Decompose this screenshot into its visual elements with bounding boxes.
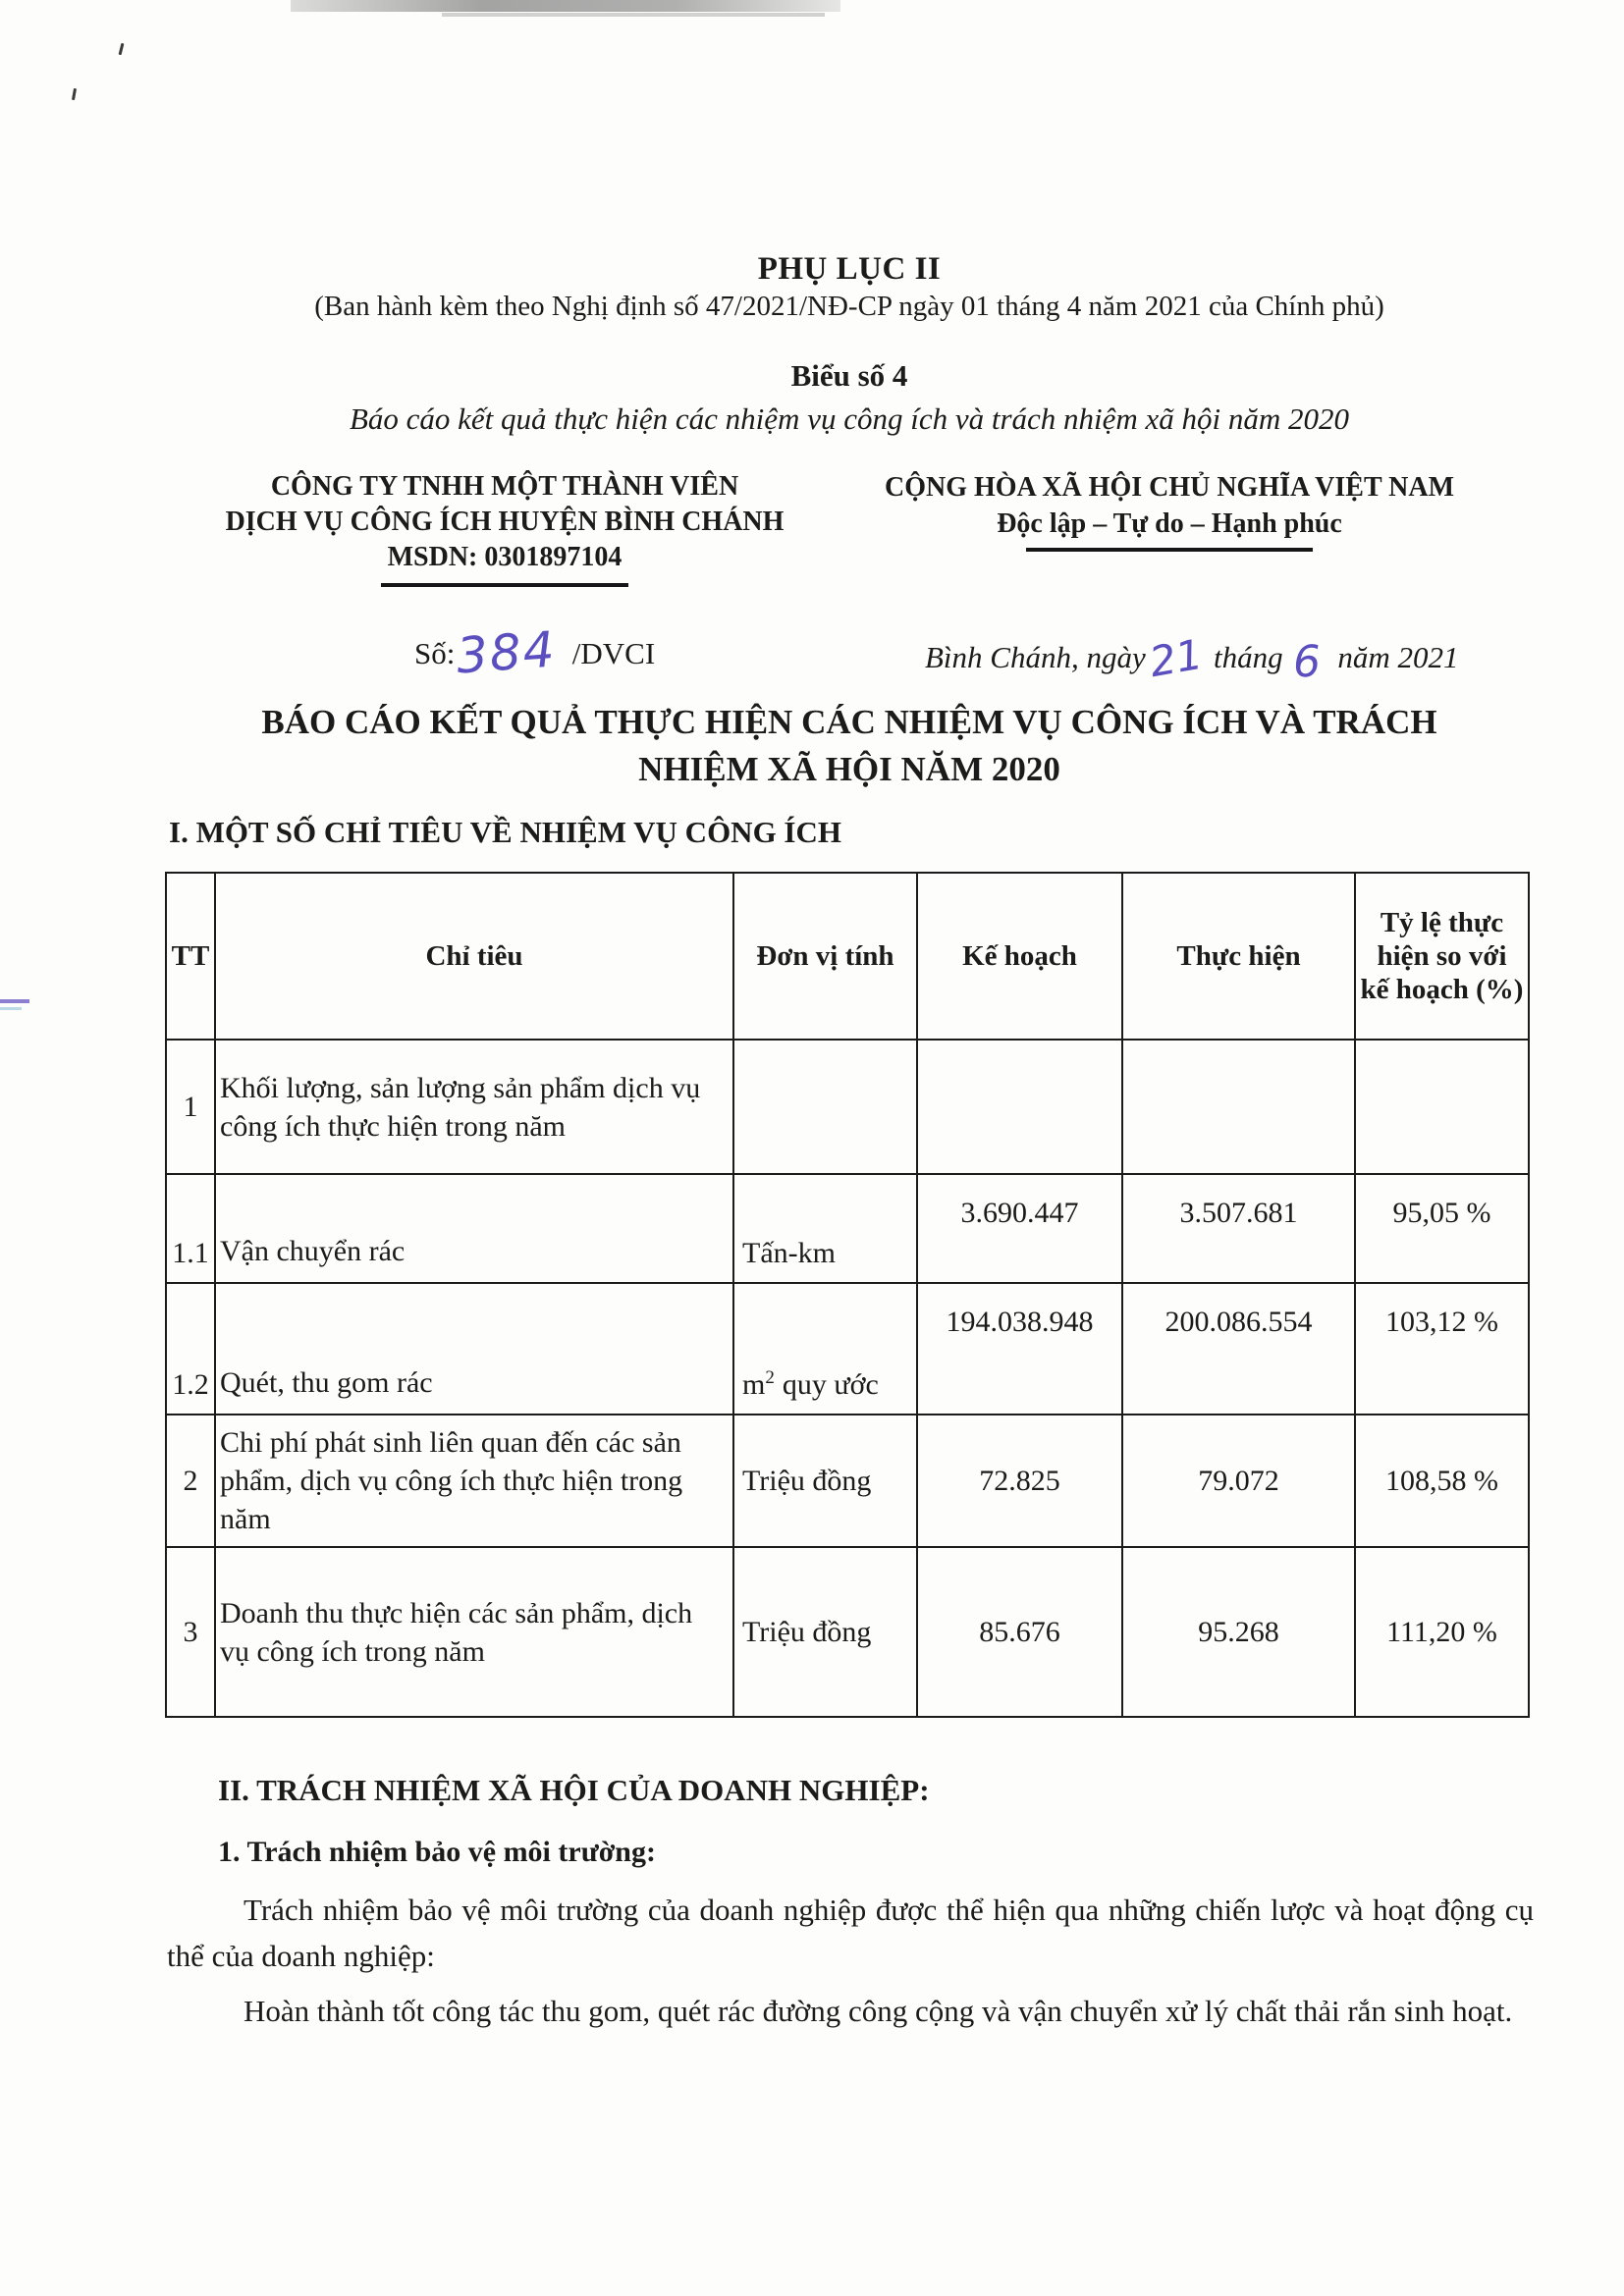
- cell-actual: [1121, 1039, 1356, 1175]
- cell-unit: m2 quy ước: [732, 1282, 918, 1415]
- doc-number-prefix: Số:: [414, 636, 456, 670]
- company-block: CÔNG TY TNHH MỘT THÀNH VIÊN DỊCH VỤ CÔNG…: [210, 469, 799, 587]
- national-motto-underline: [1026, 548, 1313, 552]
- form-number: Biểu số 4: [790, 358, 908, 393]
- cell-plan: [916, 1039, 1123, 1175]
- national-title: CỘNG HÒA XÃ HỘI CHỦ NGHĨA VIỆT NAM: [884, 472, 1455, 503]
- report-title: BÁO CÁO KẾT QUẢ THỰC HIỆN CÁC NHIỆM VỤ C…: [167, 699, 1532, 793]
- company-name-line2: DỊCH VỤ CÔNG ÍCH HUYỆN BÌNH CHÁNH: [225, 507, 785, 537]
- national-header-block: CỘNG HÒA XÃ HỘI CHỦ NGHĨA VIỆT NAM Độc l…: [860, 469, 1479, 552]
- national-motto: Độc lập – Tự do – Hạnh phúc: [997, 508, 1342, 539]
- table-row: 1.2 Quét, thu gom rác m2 quy ước 194.038.…: [165, 1282, 1530, 1415]
- company-underline: [381, 583, 628, 587]
- date-line: Bình Chánh, ngày21 tháng 6 năm 2021: [925, 628, 1459, 688]
- col-header-ty-le: Tỷ lệ thực hiện so với kế hoạch (%): [1354, 872, 1530, 1041]
- report-title-line1: BÁO CÁO KẾT QUẢ THỰC HIỆN CÁC NHIỆM VỤ C…: [261, 703, 1437, 741]
- col-header-tt: TT: [165, 872, 216, 1041]
- cell-ratio: 108,58 %: [1354, 1414, 1530, 1548]
- cell-ratio: [1354, 1039, 1530, 1175]
- cell-plan: 194.038.948: [916, 1282, 1123, 1415]
- appendix-title: PHỤ LỤC II: [757, 251, 942, 287]
- cell-actual: 3.507.681: [1121, 1173, 1356, 1284]
- col-header-chi-tieu: Chỉ tiêu: [214, 872, 734, 1041]
- col-header-don-vi-tinh: Đơn vị tính: [732, 872, 918, 1041]
- cell-plan: 72.825: [916, 1414, 1123, 1548]
- public-service-results-table: TT Chỉ tiêu Đơn vị tính Kế hoạch Thực hi…: [165, 872, 1530, 1718]
- table-row: 3 Doanh thu thực hiện các sản phẩm, dịch…: [165, 1546, 1530, 1718]
- table-row: 1.1 Vận chuyển rác Tấn-km 3.690.447 3.50…: [165, 1173, 1530, 1284]
- margin-pen-mark: [0, 1007, 22, 1010]
- cell-actual: 95.268: [1121, 1546, 1356, 1718]
- cell-plan: 3.690.447: [916, 1173, 1123, 1284]
- scan-artifact-smudge: [291, 0, 840, 12]
- date-year: năm 2021: [1337, 640, 1459, 674]
- cell-tt: 2: [165, 1414, 216, 1548]
- cell-ratio: 111,20 %: [1354, 1546, 1530, 1718]
- table-row: 1 Khối lượng, sản lượng sản phẩm dịch vụ…: [165, 1039, 1530, 1175]
- cell-actual: 200.086.554: [1121, 1282, 1356, 1415]
- doc-number-suffix: /DVCI: [571, 636, 656, 670]
- unit-tail: quy ước: [782, 1368, 879, 1401]
- handwritten-day: 21: [1145, 629, 1207, 687]
- form-description: Báo cáo kết quả thực hiện các nhiệm vụ c…: [349, 401, 1350, 436]
- company-name-line1: CÔNG TY TNHH MỘT THÀNH VIÊN: [270, 471, 739, 502]
- cell-name: Chi phí phát sinh liên quan đến các sản …: [214, 1414, 734, 1548]
- report-title-line2: NHIỆM XÃ HỘI NĂM 2020: [638, 750, 1060, 788]
- cell-unit: Triệu đồng: [732, 1414, 918, 1548]
- cell-tt: 1.1: [165, 1173, 216, 1284]
- col-header-ke-hoach: Kế hoạch: [916, 872, 1123, 1041]
- handwritten-doc-number: 384: [455, 620, 559, 685]
- cell-name: Khối lượng, sản lượng sản phẩm dịch vụ c…: [214, 1039, 734, 1175]
- scan-artifact-smudge: [442, 13, 825, 17]
- cell-name: Doanh thu thực hiện các sản phẩm, dịch v…: [214, 1546, 734, 1718]
- section2-heading: II. TRÁCH NHIỆM XÃ HỘI CỦA DOANH NGHIỆP:: [218, 1773, 930, 1807]
- unit-base: m: [742, 1368, 766, 1401]
- cell-unit: [732, 1039, 918, 1175]
- section2-sub1-heading: 1. Trách nhiệm bảo vệ môi trường:: [218, 1836, 656, 1868]
- scan-artifact-speck: [71, 87, 78, 101]
- handwritten-month: 6: [1291, 636, 1322, 688]
- company-msdn: MSDN: 0301897104: [387, 542, 623, 572]
- section1-heading: I. MỘT SỐ CHỈ TIÊU VỀ NHIỆM VỤ CÔNG ÍCH: [169, 815, 841, 849]
- cell-unit: Triệu đồng: [732, 1546, 918, 1718]
- scan-artifact-speck: [118, 42, 125, 56]
- section2-paragraph-1: Trách nhiệm bảo vệ môi trường của doanh …: [167, 1893, 1534, 1973]
- section2-paragraph-2: Hoàn thành tốt công tác thu gom, quét rá…: [244, 1994, 1513, 2028]
- cell-ratio: 95,05 %: [1354, 1173, 1530, 1284]
- unit-superscript: 2: [765, 1367, 775, 1388]
- decree-line: (Ban hành kèm theo Nghị định số 47/2021/…: [314, 291, 1384, 322]
- margin-pen-mark: [0, 999, 29, 1003]
- document-header: PHỤ LỤC II (Ban hành kèm theo Nghị định …: [167, 251, 1532, 437]
- cell-name: Vận chuyển rác: [214, 1173, 734, 1284]
- cell-plan: 85.676: [916, 1546, 1123, 1718]
- date-place: Bình Chánh, ngày: [925, 640, 1146, 674]
- date-month-label: tháng: [1213, 640, 1283, 674]
- cell-tt: 1.2: [165, 1282, 216, 1415]
- col-header-thuc-hien: Thực hiện: [1121, 872, 1356, 1041]
- cell-name: Quét, thu gom rác: [214, 1282, 734, 1415]
- table-header-row: TT Chỉ tiêu Đơn vị tính Kế hoạch Thực hi…: [165, 872, 1530, 1041]
- cell-tt: 3: [165, 1546, 216, 1718]
- cell-ratio: 103,12 %: [1354, 1282, 1530, 1415]
- cell-actual: 79.072: [1121, 1414, 1356, 1548]
- table-row: 2 Chi phí phát sinh liên quan đến các sả…: [165, 1414, 1530, 1548]
- document-number-line: Số:384/DVCI: [414, 618, 656, 685]
- cell-tt: 1: [165, 1039, 216, 1175]
- cell-unit: Tấn-km: [732, 1173, 918, 1284]
